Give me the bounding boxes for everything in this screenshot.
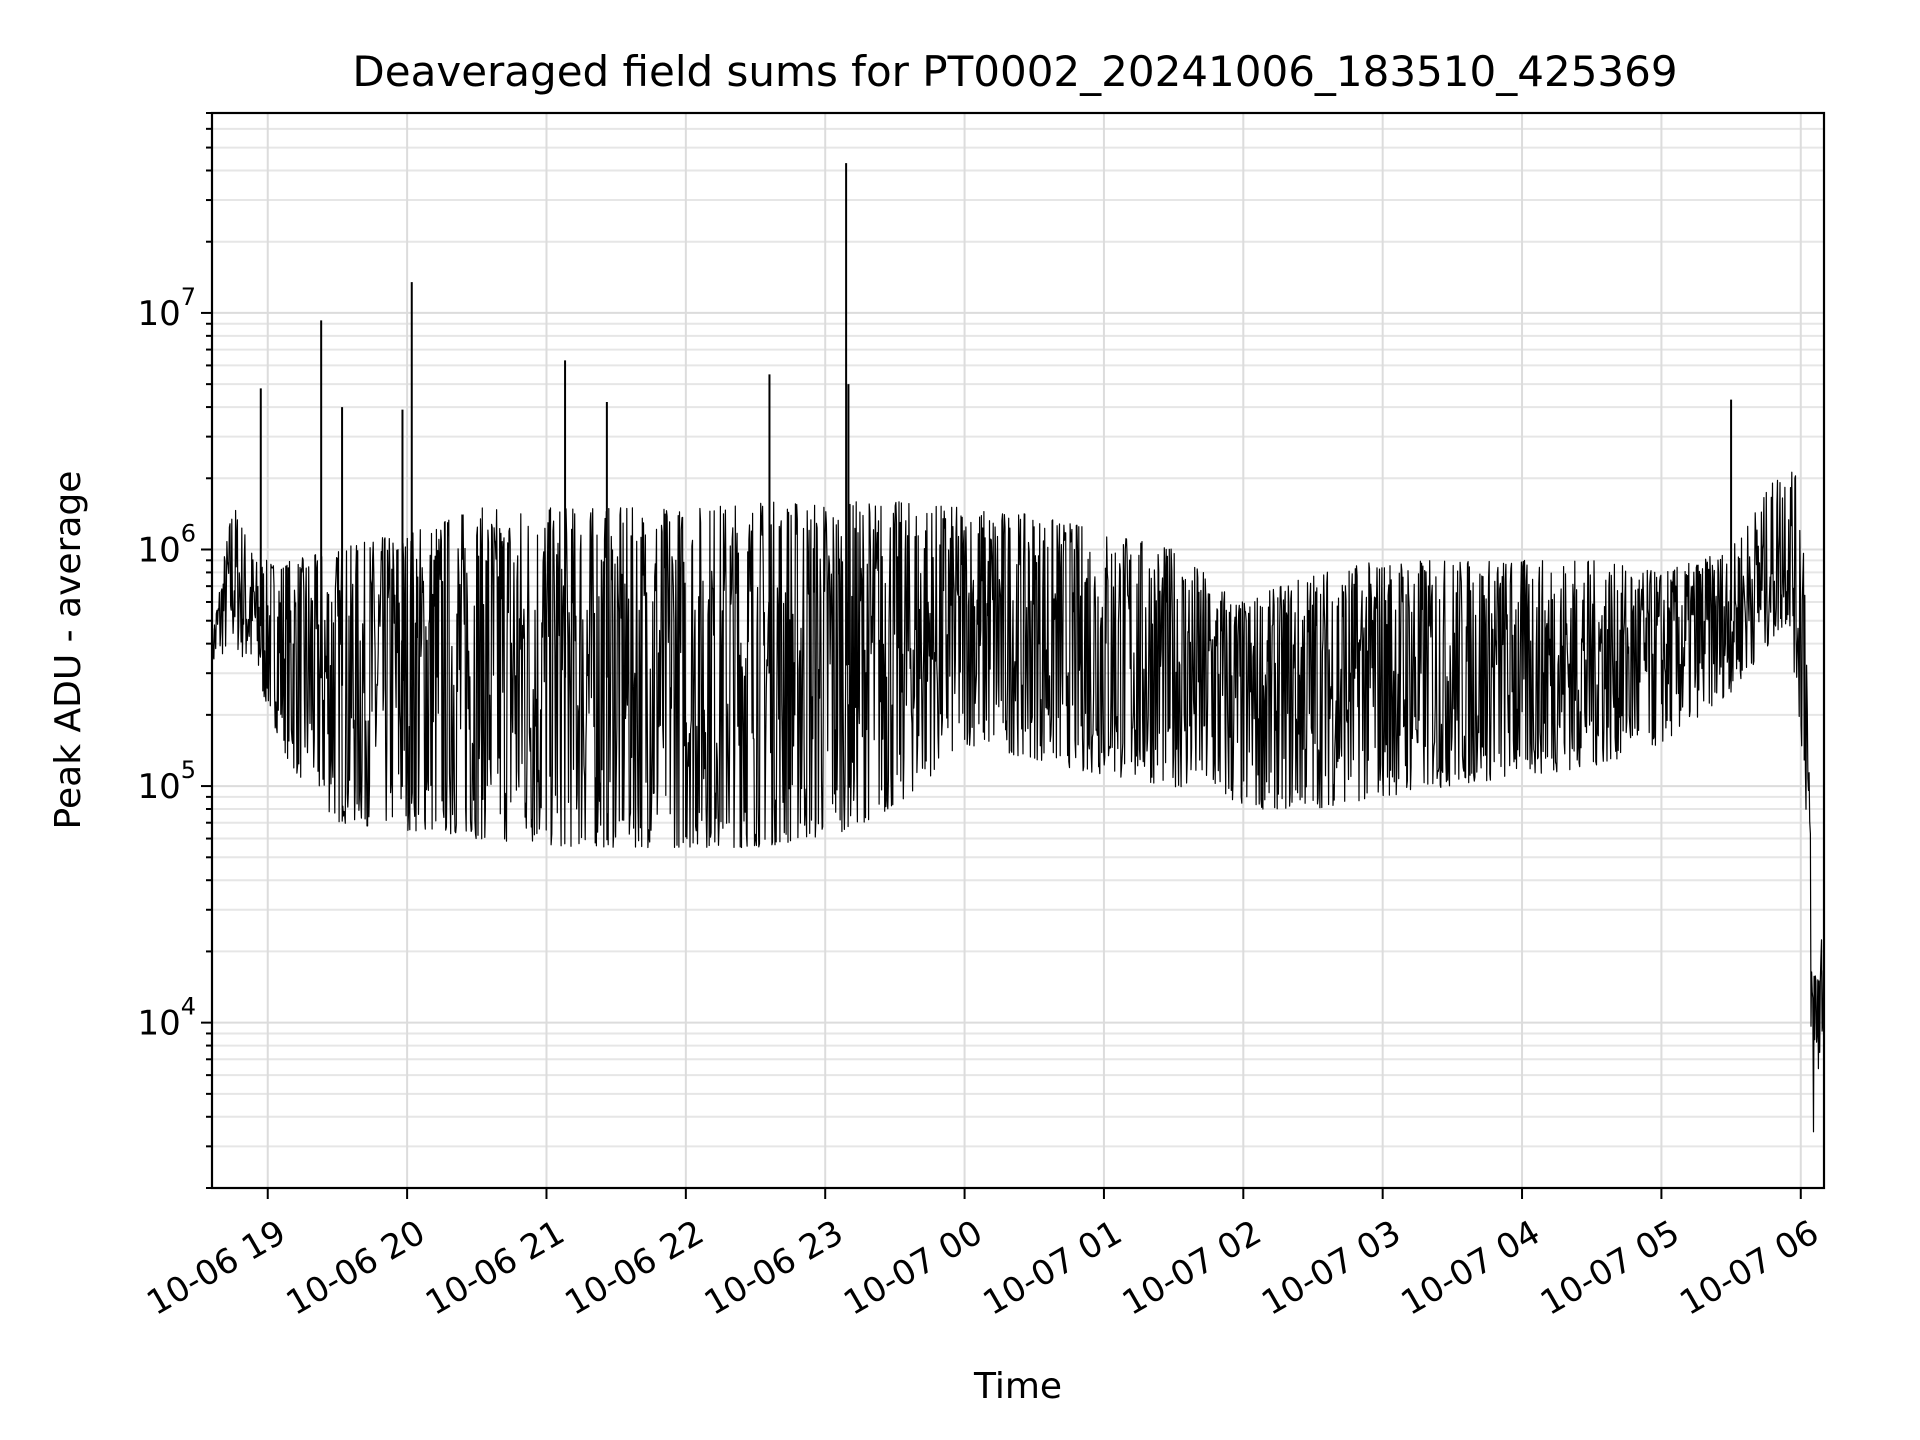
chart-title: Deaveraged field sums for PT0002_2024100… [352, 47, 1677, 96]
y-tick-label: 106 [137, 519, 196, 570]
series-line [211, 471, 1825, 1133]
y-tick-label: 105 [137, 756, 196, 807]
x-axis-label: Time [973, 1366, 1062, 1407]
plot-frame [210, 111, 1826, 1190]
y-tick-label: 107 [137, 283, 196, 334]
y-axis-label: Peak ADU - average [48, 471, 89, 830]
y-axis: 104 105 106 107 [137, 112, 212, 1189]
y-tick-label: 104 [137, 993, 196, 1044]
data-series-layer [211, 163, 1825, 1133]
